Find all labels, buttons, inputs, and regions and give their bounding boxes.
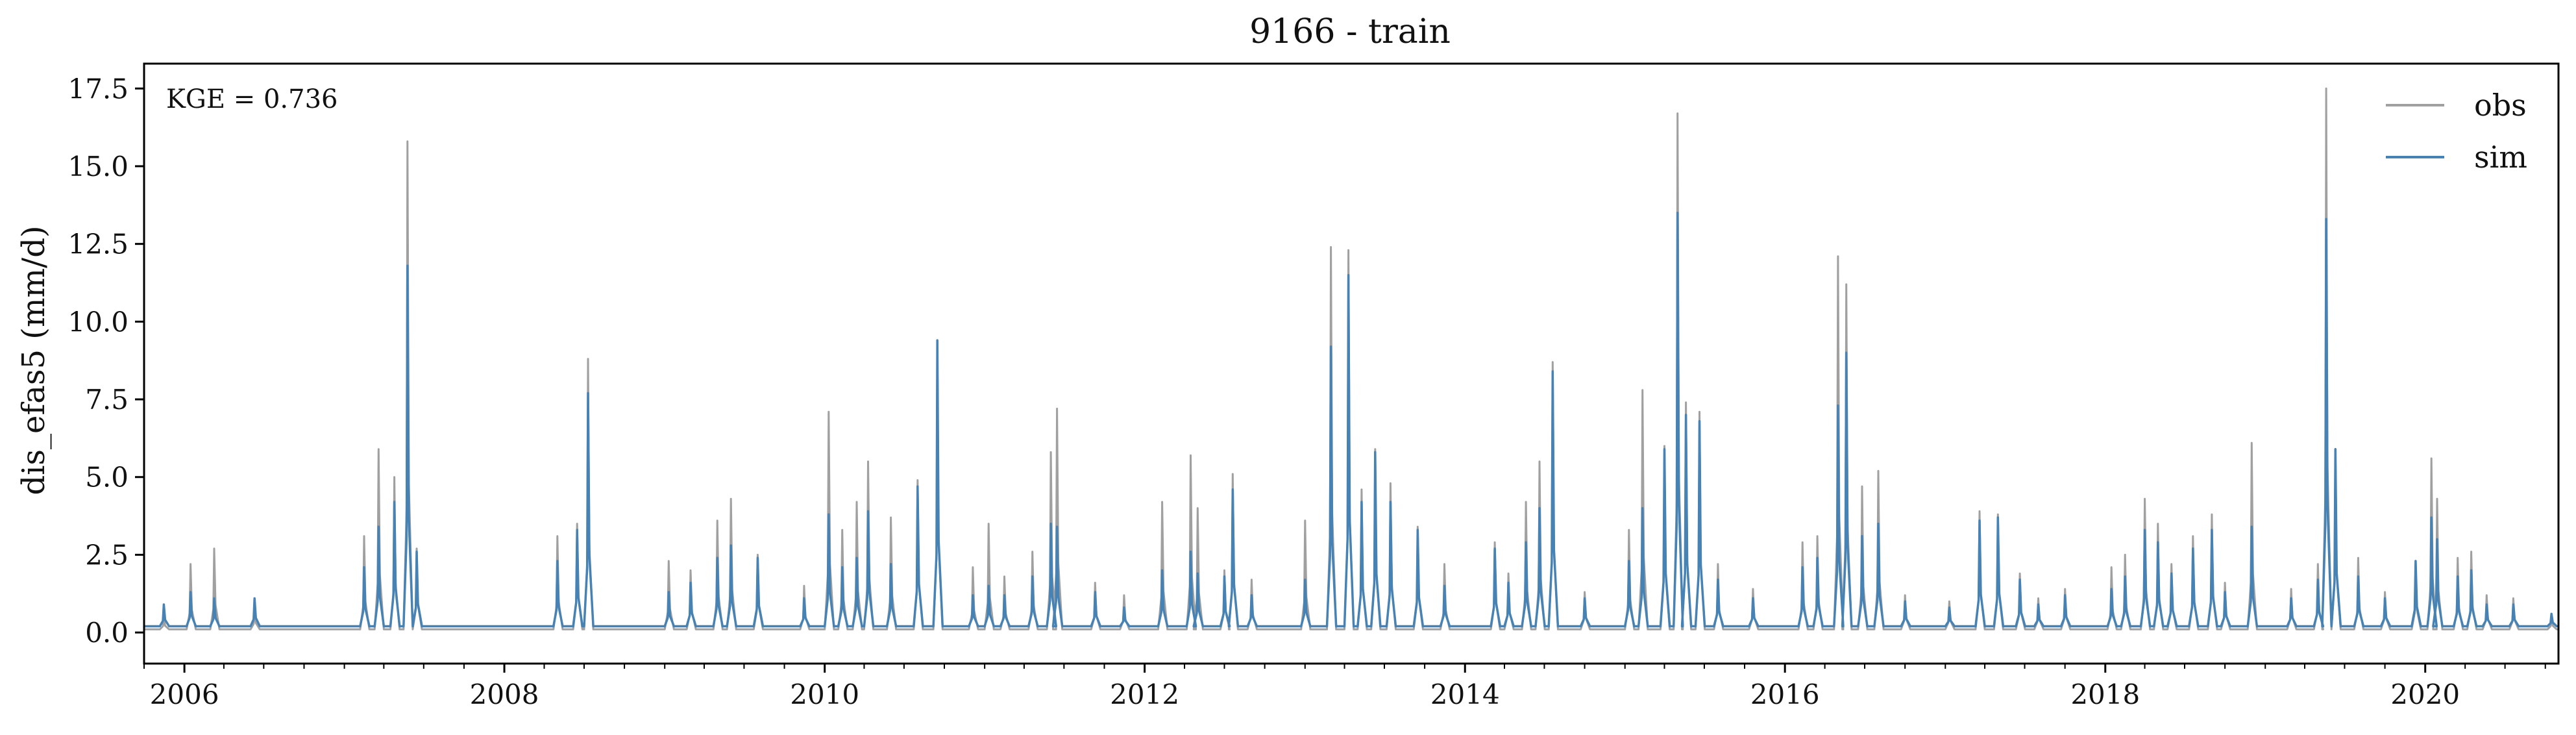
- y-tick-label: 12.5: [67, 229, 129, 260]
- y-tick-label: 0.0: [85, 617, 129, 649]
- y-tick-label: 15.0: [67, 151, 129, 182]
- series-layer: [144, 87, 2558, 630]
- x-tick-label: 2008: [470, 679, 539, 710]
- legend: obs sim: [2386, 88, 2527, 175]
- x-tick-label: 2006: [150, 679, 219, 710]
- x-tick-label: 2014: [1430, 679, 1500, 710]
- legend-sim-label: sim: [2474, 140, 2527, 175]
- plot-frame: [143, 62, 2560, 665]
- y-tick-label: 5.0: [85, 462, 129, 493]
- y-tick-label: 17.5: [67, 73, 129, 105]
- x-tick-label: 2012: [1110, 679, 1179, 710]
- legend-obs-label: obs: [2474, 88, 2527, 123]
- series-line-sim: [144, 212, 2558, 628]
- y-axis: 0.0 2.5 5.0 7.5 10.0 12.5 15.0 17.5: [67, 73, 144, 649]
- x-tick-label: 2016: [1750, 679, 1820, 710]
- x-tick-label: 2020: [2390, 679, 2460, 710]
- y-tick-label: 7.5: [85, 384, 129, 416]
- y-axis-label: dis_efas5 (mm/d): [16, 225, 52, 495]
- chart-title: 9166 - train: [1249, 12, 1451, 51]
- x-tick-label: 2010: [790, 679, 859, 710]
- y-tick-label: 10.0: [67, 306, 129, 338]
- x-tick-label: 2018: [2070, 679, 2140, 710]
- kge-annotation: KGE = 0.736: [166, 84, 338, 114]
- x-axis: 2006 2008 2010 2012 2014 2016 2018 2020: [143, 664, 2546, 710]
- y-tick-label: 2.5: [85, 539, 129, 571]
